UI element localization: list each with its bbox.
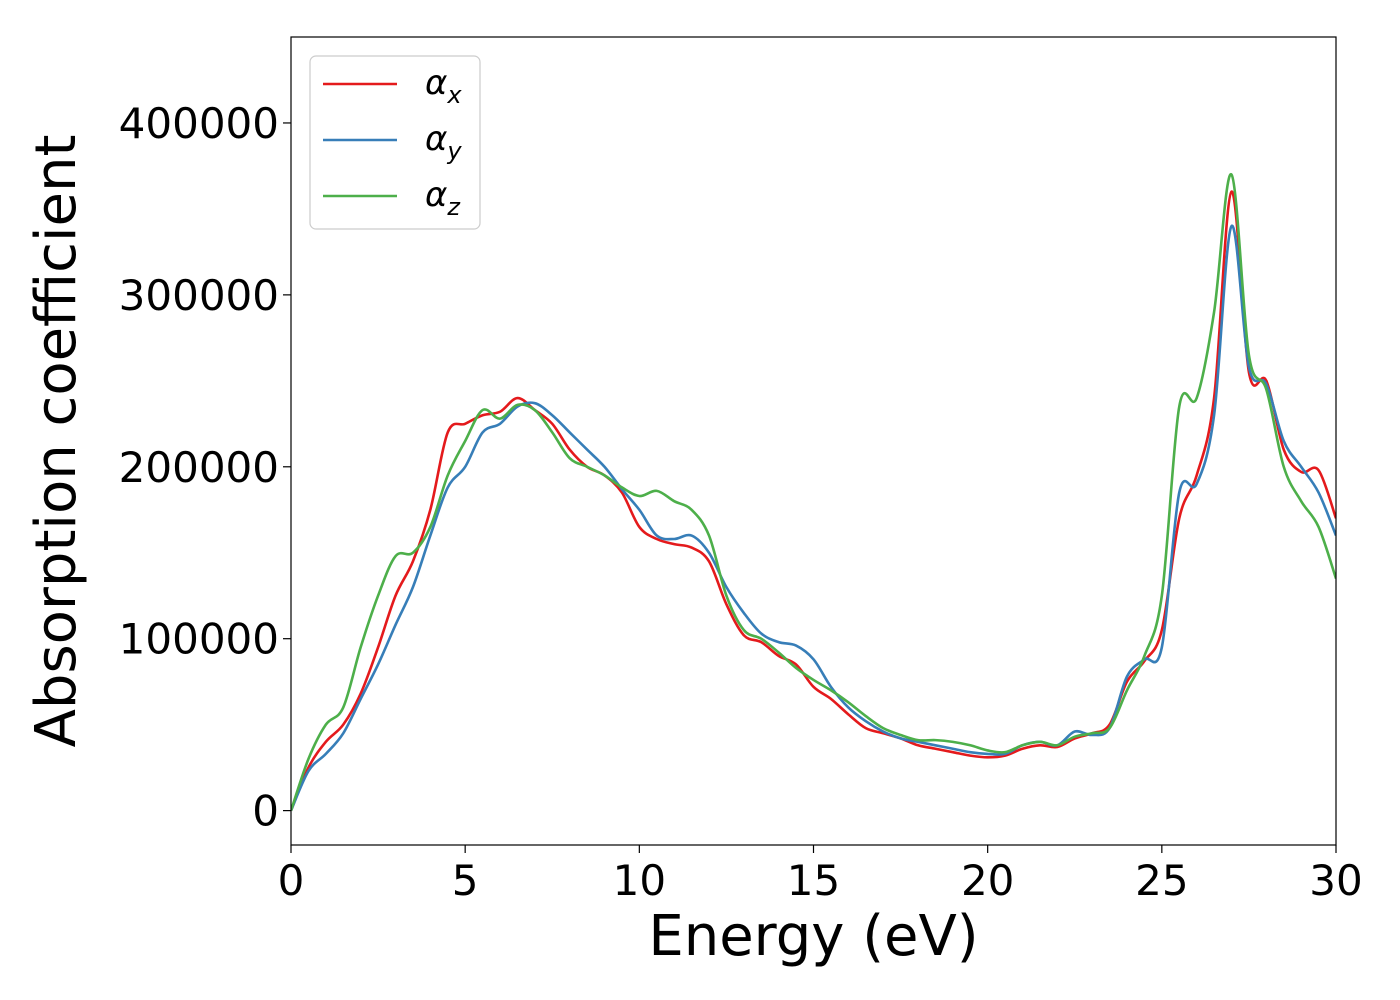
y-axis-label: Absorption coefficient — [24, 135, 89, 748]
legend-label-base: α — [425, 175, 447, 215]
y-tick-label: 0 — [252, 787, 279, 836]
series-layer — [291, 173, 1336, 812]
legend-label-base: α — [425, 63, 447, 103]
series-line-alpha-y — [291, 224, 1336, 812]
y-tick-label: 100000 — [119, 615, 279, 664]
x-tick-label: 10 — [613, 856, 666, 905]
y-tick-label: 400000 — [119, 99, 279, 148]
legend-label-subscript: z — [446, 193, 461, 221]
x-axis-ticks: 0 5 10 15 20 25 30 — [278, 845, 1363, 905]
legend-label-alpha-y: αy — [425, 119, 462, 165]
x-tick-label: 20 — [961, 856, 1014, 905]
legend-label-subscript: y — [446, 137, 462, 165]
x-tick-label: 5 — [452, 856, 479, 905]
legend-label-alpha-x: αx — [425, 63, 462, 109]
x-tick-label: 25 — [1135, 856, 1188, 905]
legend-label-base: α — [425, 119, 447, 159]
series-line-alpha-x — [291, 190, 1336, 812]
legend-label-subscript: x — [446, 81, 462, 109]
y-tick-label: 300000 — [119, 271, 279, 320]
y-tick-label: 200000 — [119, 443, 279, 492]
x-tick-label: 15 — [787, 856, 840, 905]
y-axis-ticks: 0 100000 200000 300000 400000 — [119, 99, 291, 836]
series-line-alpha-z — [291, 173, 1336, 812]
x-tick-label: 30 — [1309, 856, 1362, 905]
legend-box — [309, 55, 481, 230]
legend-label-alpha-z: αz — [425, 175, 461, 221]
x-axis-label: Energy (eV) — [648, 904, 978, 969]
x-tick-label: 0 — [278, 856, 305, 905]
